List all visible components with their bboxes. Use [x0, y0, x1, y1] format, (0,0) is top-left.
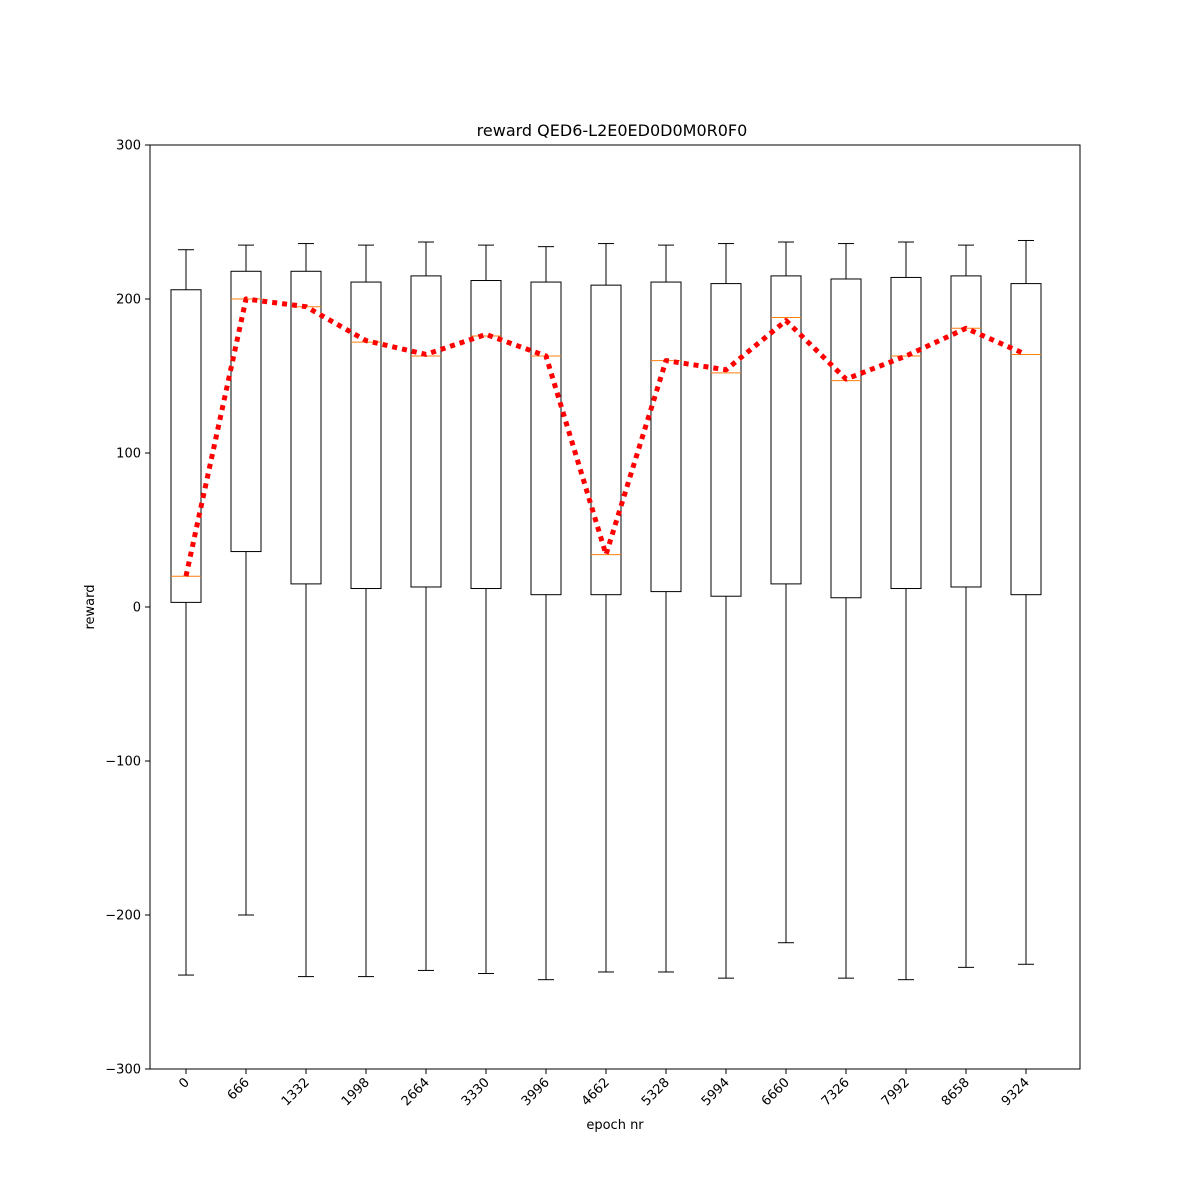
y-axis-label: reward — [83, 584, 98, 629]
box-plot-item — [890, 241, 922, 981]
x-axis-label: epoch nr — [586, 1118, 644, 1133]
box-plot-item — [230, 244, 262, 916]
interquartile-box — [530, 281, 562, 596]
y-tick-label: 0 — [133, 601, 141, 616]
interquartile-box — [410, 275, 442, 588]
y-tick-label: −300 — [105, 1063, 141, 1078]
interquartile-box — [230, 270, 262, 553]
x-tick-label: 5994 — [699, 1075, 733, 1109]
x-tick-label: 7992 — [879, 1075, 913, 1109]
interquartile-box — [890, 276, 922, 590]
x-tick-label: 3330 — [459, 1075, 493, 1109]
box-plot-item — [710, 243, 742, 979]
y-tick-label: −200 — [105, 909, 141, 924]
box-plot-item — [830, 243, 862, 979]
chart-title: reward QED6-L2E0ED0D0M0R0F0 — [477, 121, 748, 140]
interquartile-box — [290, 270, 322, 585]
x-tick-label: 2664 — [399, 1075, 433, 1109]
x-tick-label: 3996 — [519, 1075, 553, 1109]
box-plot-item — [470, 244, 502, 975]
box-plot-item — [410, 241, 442, 971]
x-axis: 0 666 1332 1998 2664 3330 3996 4662 5328 5994 6660… — [176, 1069, 1033, 1109]
interquartile-box — [350, 281, 382, 590]
box-plot-item — [350, 244, 382, 978]
x-tick-label: 5328 — [639, 1075, 673, 1109]
median-trend-line — [183, 296, 1027, 577]
box-plot-item — [1010, 239, 1042, 965]
x-tick-label: 7326 — [819, 1075, 853, 1109]
box-plot-item — [170, 249, 202, 976]
interquartile-box — [650, 281, 682, 593]
interquartile-box — [470, 280, 502, 590]
y-tick-label: 100 — [116, 447, 141, 462]
x-tick-label: 6660 — [759, 1075, 793, 1109]
x-tick-label: 8658 — [939, 1075, 973, 1109]
box-plot-item — [530, 246, 562, 981]
y-tick-label: −100 — [105, 755, 141, 770]
interquartile-box — [170, 289, 202, 603]
interquartile-box — [950, 275, 982, 588]
x-tick-label: 666 — [225, 1075, 253, 1103]
x-tick-label: 4662 — [579, 1075, 613, 1109]
x-tick-label: 1332 — [279, 1075, 313, 1109]
y-tick-label: 300 — [116, 139, 141, 154]
y-axis: −300 −200 −100 0 100 200 300 — [105, 139, 150, 1078]
interquartile-box — [590, 284, 622, 596]
y-tick-label: 200 — [116, 293, 141, 308]
box-plot-item — [950, 244, 982, 968]
interquartile-box — [830, 278, 862, 599]
x-tick-label: 9324 — [999, 1075, 1033, 1109]
interquartile-box — [710, 283, 742, 597]
box-plot-item — [290, 243, 322, 978]
box-plot-item — [770, 241, 802, 944]
interquartile-box — [770, 275, 802, 585]
plot-frame — [149, 144, 1081, 1070]
median-trend-series — [183, 296, 1027, 577]
box-plot-item — [590, 243, 622, 973]
x-tick-label: 0 — [176, 1075, 192, 1091]
box-series — [170, 239, 1042, 981]
x-tick-label: 1998 — [339, 1075, 373, 1109]
box-plot-item — [650, 244, 682, 973]
interquartile-box — [1010, 283, 1042, 596]
